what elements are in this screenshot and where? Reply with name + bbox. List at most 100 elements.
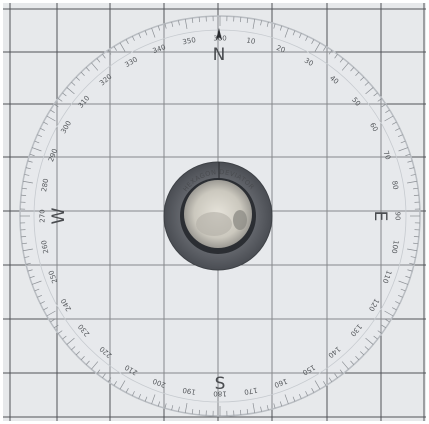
dial-tick xyxy=(40,128,45,131)
dial-tick xyxy=(80,356,85,361)
dial-tick xyxy=(413,236,419,238)
dial-tick xyxy=(96,58,101,63)
dial-tick xyxy=(24,174,30,176)
dial-tick xyxy=(25,167,31,170)
dial-tick xyxy=(355,356,360,361)
dial-tick xyxy=(334,53,338,59)
dial-tick xyxy=(164,403,167,409)
dial-degree-label: 190 xyxy=(182,386,197,396)
dial-tick xyxy=(252,18,256,29)
dial-tick xyxy=(413,187,419,190)
dial-tick xyxy=(397,134,403,138)
dial-tick xyxy=(292,396,296,402)
dial-tick xyxy=(184,403,188,414)
dial-tick xyxy=(405,275,411,279)
dial-tick xyxy=(328,49,333,55)
dial-tick xyxy=(21,194,27,196)
dial-tick xyxy=(37,294,43,298)
dial-tick xyxy=(107,377,112,383)
north-label: N xyxy=(213,45,226,65)
dial-degree-label: 70 xyxy=(382,150,393,161)
dial-tick xyxy=(397,294,403,298)
dial-tick xyxy=(407,248,418,252)
dial-tick xyxy=(138,393,142,399)
dial-tick xyxy=(171,405,174,411)
dial-tick xyxy=(328,377,333,383)
dial-tick xyxy=(395,128,400,131)
dial-tick xyxy=(381,324,387,329)
dial-tick xyxy=(323,46,327,51)
dial-degree-label: 100 xyxy=(390,240,400,255)
dial-tick xyxy=(151,394,156,405)
dial-tick xyxy=(410,174,416,176)
west-label: W xyxy=(49,207,69,224)
dial-tick xyxy=(341,62,349,71)
dial-tick xyxy=(385,319,390,323)
dial-tick xyxy=(43,307,48,311)
dial-tick xyxy=(178,406,180,412)
dial-tick xyxy=(273,23,276,29)
dial-tick xyxy=(113,381,117,386)
dial-degree-label: 280 xyxy=(40,178,50,193)
dial-tick xyxy=(53,324,59,329)
dial-tick xyxy=(138,33,142,39)
dial-tick xyxy=(410,256,416,258)
dial-tick xyxy=(102,53,106,59)
dial-tick xyxy=(279,401,283,407)
dial-tick xyxy=(311,388,315,393)
dial-tick xyxy=(29,153,35,157)
dial-tick xyxy=(57,98,63,102)
dial-tick xyxy=(298,33,302,39)
dial-tick xyxy=(400,288,406,292)
dial-tick xyxy=(364,81,369,86)
dial-tick xyxy=(377,98,383,102)
dial-tick xyxy=(384,115,394,122)
dial-tick xyxy=(279,25,283,31)
dial-tick xyxy=(384,310,394,317)
dial-tick xyxy=(364,346,369,351)
dial-tick xyxy=(31,280,42,285)
dial-tick xyxy=(392,307,397,311)
dial-tick xyxy=(184,18,188,29)
dial-tick xyxy=(240,17,242,23)
dial-tick xyxy=(50,109,55,113)
dial-tick xyxy=(71,81,76,86)
dial-tick xyxy=(75,76,80,81)
dial-tick xyxy=(252,403,256,414)
dial-tick xyxy=(305,391,308,396)
dial-tick xyxy=(409,167,415,170)
dial-tick xyxy=(29,275,35,279)
dial-tick xyxy=(151,27,156,38)
dial-tick xyxy=(25,262,31,265)
dial-degree-label: 360 xyxy=(213,35,226,43)
dial-degree-label: 30 xyxy=(303,57,315,68)
dial-tick xyxy=(91,361,99,370)
dial-tick xyxy=(62,335,67,340)
south-label: S xyxy=(215,374,226,394)
dial-tick xyxy=(323,381,327,386)
dial-degree-label: 170 xyxy=(244,386,259,396)
dial-tick xyxy=(305,36,308,41)
dial-tick xyxy=(75,351,80,356)
dial-tick xyxy=(66,337,75,345)
dial-tick xyxy=(339,58,344,63)
dial-tick xyxy=(96,369,101,374)
dial-tick xyxy=(355,71,360,76)
dial-tick xyxy=(91,62,99,71)
dial-tick xyxy=(284,27,289,38)
dial-tick xyxy=(400,140,406,144)
dial-degree-label: 180 xyxy=(213,390,226,398)
dial-tick xyxy=(21,236,27,238)
dial-tick xyxy=(71,346,76,351)
dial-tick xyxy=(373,335,378,340)
dial-tick xyxy=(53,103,59,108)
dial-tick xyxy=(157,25,161,31)
dial-tick xyxy=(266,405,269,411)
dial-degree-label: 350 xyxy=(182,36,197,46)
dial-degree-label: 40 xyxy=(328,74,340,86)
dial-tick xyxy=(392,121,397,125)
dial-tick xyxy=(398,280,409,285)
dial-tick xyxy=(260,20,262,26)
dial-degree-label: 50 xyxy=(350,96,362,108)
